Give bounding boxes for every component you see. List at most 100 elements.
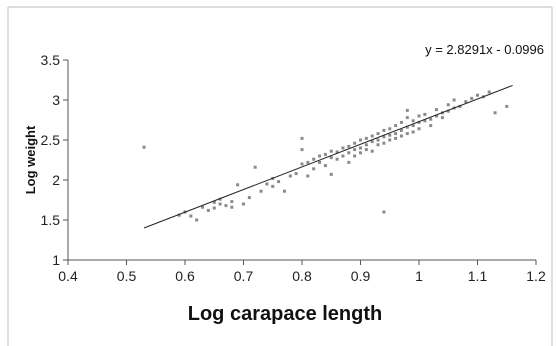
data-point bbox=[212, 200, 216, 204]
data-point bbox=[212, 206, 216, 210]
data-point bbox=[458, 104, 462, 108]
data-point bbox=[370, 134, 374, 138]
data-point bbox=[429, 124, 433, 128]
data-point bbox=[224, 204, 228, 208]
data-point bbox=[341, 154, 345, 158]
data-point bbox=[300, 148, 304, 152]
data-point bbox=[318, 160, 322, 164]
data-point bbox=[417, 114, 421, 118]
data-point bbox=[359, 151, 362, 155]
data-point bbox=[300, 136, 304, 140]
data-point bbox=[359, 146, 362, 150]
data-point bbox=[323, 152, 327, 156]
data-point bbox=[411, 119, 415, 123]
data-point bbox=[405, 108, 409, 112]
y-tick-label: 2 bbox=[52, 172, 60, 188]
x-tick-label: 0.6 bbox=[175, 268, 195, 284]
data-point bbox=[312, 157, 316, 161]
data-point bbox=[423, 112, 427, 116]
data-point bbox=[259, 189, 263, 193]
data-point bbox=[195, 218, 199, 222]
data-point bbox=[382, 210, 386, 214]
data-point bbox=[394, 132, 398, 136]
data-point bbox=[446, 109, 450, 113]
data-point bbox=[282, 189, 286, 193]
data-point bbox=[376, 132, 380, 136]
data-point bbox=[429, 117, 433, 121]
data-point bbox=[242, 202, 245, 206]
data-point bbox=[353, 148, 357, 152]
data-point bbox=[370, 149, 374, 153]
data-point bbox=[318, 154, 322, 158]
data-point bbox=[388, 138, 392, 142]
data-point bbox=[382, 128, 386, 132]
data-point bbox=[446, 103, 450, 107]
data-point bbox=[405, 125, 409, 129]
data-point bbox=[294, 172, 298, 176]
data-point bbox=[493, 111, 497, 115]
data-point bbox=[329, 172, 333, 176]
data-point bbox=[312, 167, 316, 171]
data-point bbox=[353, 141, 357, 145]
trendline-equation: y = 2.8291x - 0.0996 bbox=[425, 42, 544, 57]
data-point bbox=[423, 119, 427, 123]
data-point bbox=[470, 96, 474, 100]
data-point bbox=[487, 90, 491, 94]
data-point bbox=[370, 140, 374, 144]
data-point bbox=[394, 136, 398, 140]
y-tick-label: 2.5 bbox=[41, 132, 61, 148]
data-point bbox=[347, 144, 351, 148]
data-point bbox=[405, 116, 409, 120]
y-tick-label: 1 bbox=[52, 252, 60, 268]
data-point bbox=[435, 108, 439, 112]
data-point bbox=[323, 164, 327, 168]
y-axis-label: Log weight bbox=[23, 125, 38, 194]
x-tick-label: 1 bbox=[415, 268, 423, 284]
data-point bbox=[452, 98, 456, 102]
data-point bbox=[335, 150, 339, 154]
data-point bbox=[353, 154, 357, 158]
data-point bbox=[253, 165, 257, 169]
data-point bbox=[505, 104, 509, 108]
x-tick-label: 0.9 bbox=[351, 268, 371, 284]
data-point bbox=[230, 200, 234, 204]
data-point bbox=[300, 162, 304, 166]
x-tick-label: 1.2 bbox=[526, 268, 546, 284]
data-point bbox=[394, 124, 398, 128]
y-tick-label: 3 bbox=[52, 92, 60, 108]
y-tick-label: 1.5 bbox=[41, 212, 61, 228]
data-point bbox=[306, 160, 310, 164]
data-point bbox=[364, 143, 368, 147]
data-point bbox=[476, 93, 479, 97]
data-point bbox=[230, 205, 234, 209]
data-point bbox=[388, 133, 392, 137]
x-tick-label: 1.1 bbox=[468, 268, 488, 284]
data-point bbox=[376, 143, 380, 147]
data-point bbox=[201, 205, 205, 209]
data-point bbox=[399, 120, 403, 124]
x-axis-label: Log carapace length bbox=[188, 303, 383, 325]
x-tick-label: 0.5 bbox=[117, 268, 137, 284]
x-tick-label: 0.7 bbox=[234, 268, 254, 284]
data-point bbox=[411, 124, 415, 128]
data-point bbox=[382, 135, 386, 139]
data-point bbox=[329, 156, 333, 160]
data-point bbox=[218, 202, 222, 206]
data-point bbox=[206, 208, 210, 212]
data-point bbox=[277, 180, 281, 184]
trendline bbox=[143, 84, 513, 229]
data-point bbox=[399, 134, 403, 138]
data-point bbox=[265, 182, 269, 186]
data-point bbox=[347, 160, 351, 164]
labels-layer: Log weight Log carapace length y = 2.829… bbox=[23, 42, 544, 325]
data-point bbox=[347, 151, 351, 155]
data-point bbox=[341, 146, 345, 150]
data-point bbox=[417, 127, 421, 131]
data-point bbox=[359, 138, 362, 142]
data-point bbox=[411, 130, 415, 134]
data-point bbox=[177, 213, 181, 217]
data-point bbox=[376, 138, 380, 142]
data-point bbox=[329, 149, 333, 153]
x-tick-label: 0.4 bbox=[58, 268, 78, 284]
data-point bbox=[388, 127, 392, 131]
